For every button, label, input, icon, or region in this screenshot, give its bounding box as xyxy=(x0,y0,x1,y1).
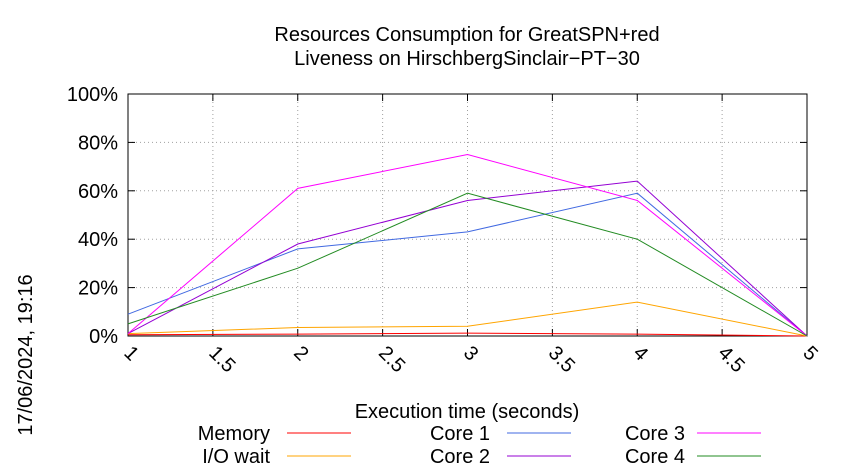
y-tick-label: 20% xyxy=(78,278,118,300)
legend-label: Memory xyxy=(198,423,270,445)
y-tick-label: 0% xyxy=(89,326,118,348)
series-line-i-o-wait xyxy=(127,301,808,337)
chart-subtitle: Liveness on HirschbergSinclair−PT−30 xyxy=(294,48,640,70)
legend-label: Core 4 xyxy=(625,446,685,468)
series-line-core-2 xyxy=(127,180,808,337)
legend-label: Core 2 xyxy=(430,446,490,468)
plot-border xyxy=(127,93,808,337)
series-line-memory xyxy=(127,332,808,337)
x-tick-label: 3.5 xyxy=(544,342,579,377)
chart-title: Resources Consumption for GreatSPN+red xyxy=(274,24,659,46)
x-tick-label: 2 xyxy=(289,342,312,365)
x-tick-label: 2.5 xyxy=(374,342,409,377)
grid xyxy=(127,93,808,337)
timestamp-label: 17/06/2024, 19:16 xyxy=(15,274,37,435)
y-axis: 0% 20% 40% 60% 80% 100% xyxy=(67,84,807,348)
x-tick-label: 4.5 xyxy=(714,342,749,377)
x-tick-label: 5 xyxy=(798,342,821,365)
x-axis-label: Execution time (seconds) xyxy=(355,401,580,423)
series-lines xyxy=(127,153,808,337)
y-tick-label: 100% xyxy=(67,84,118,106)
y-tick-label: 40% xyxy=(78,229,118,251)
x-tick-label: 4 xyxy=(629,342,652,365)
y-tick-label: 80% xyxy=(78,132,118,154)
series-line-core-1 xyxy=(127,192,808,337)
x-tick-label: 3 xyxy=(459,342,482,365)
y-tick-label: 60% xyxy=(78,181,118,203)
series-line-core-4 xyxy=(127,192,808,337)
legend-label: Core 3 xyxy=(625,423,685,445)
x-tick-label: 1 xyxy=(119,342,142,365)
series-line-core-3 xyxy=(127,153,808,337)
x-tick-label: 1.5 xyxy=(204,342,239,377)
legend-label: I/O wait xyxy=(202,446,270,468)
legend-label: Core 1 xyxy=(430,423,490,445)
